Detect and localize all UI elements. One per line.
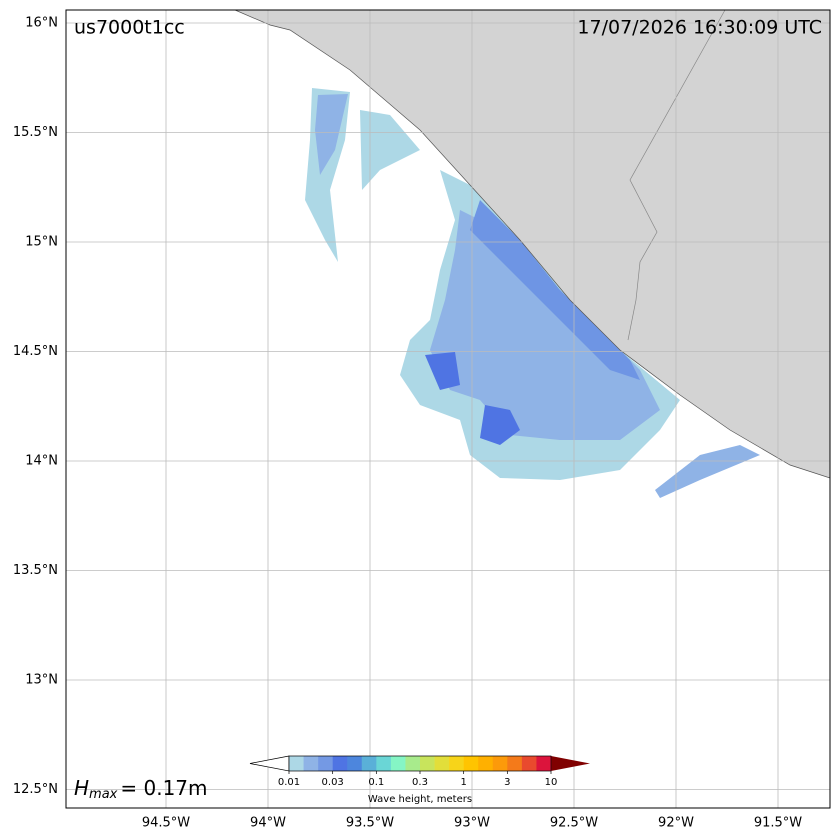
lat-tick-label: 14°N xyxy=(25,454,58,469)
colorbar-tick-label: 0.3 xyxy=(412,777,428,788)
lat-tick-label: 13.5°N xyxy=(13,563,58,578)
lon-tick-label: 92°W xyxy=(658,816,694,831)
lon-tick-label: 94°W xyxy=(250,816,286,831)
colorbar-tick-label: 0.03 xyxy=(322,777,344,788)
colorbar-segment xyxy=(478,756,494,771)
lon-tick-label: 92.5°W xyxy=(550,816,598,831)
wave-patch xyxy=(425,352,460,390)
colorbar-segment xyxy=(449,756,464,771)
colorbar-tick-label: 0.01 xyxy=(278,777,300,788)
land xyxy=(234,9,831,479)
lon-tick-label: 93.5°W xyxy=(346,816,394,831)
colorbar-segment xyxy=(434,756,450,771)
lat-tick-label: 14.5°N xyxy=(13,344,58,359)
lat-tick-label: 15.5°N xyxy=(13,125,58,140)
wave-patch xyxy=(470,200,640,380)
colorbar-segment xyxy=(361,756,377,771)
colorbar-segment xyxy=(521,756,537,771)
hmax-subscript: max xyxy=(89,787,118,802)
colorbar-tick-label: 0.1 xyxy=(368,777,384,788)
colorbar-segment xyxy=(405,756,421,771)
hmax-text: = 0.17m xyxy=(120,776,207,800)
lat-tick-label: 13°N xyxy=(25,673,58,688)
event-id: us7000t1cc xyxy=(74,17,185,39)
colorbar-segment xyxy=(376,756,392,771)
colorbar-over xyxy=(551,756,590,771)
colorbar-label: Wave height, meters xyxy=(368,794,472,805)
wave-patch xyxy=(430,210,660,440)
colorbar-segment xyxy=(463,756,479,771)
colorbar-segment xyxy=(507,756,523,771)
lat-tick-label: 15°N xyxy=(25,235,58,250)
colorbar-segment xyxy=(332,756,348,771)
lon-tick-label: 93°W xyxy=(454,816,490,831)
wave-patch xyxy=(655,445,760,498)
wave-patch xyxy=(315,94,348,175)
map-frame xyxy=(65,9,831,809)
hmax-symbol: H xyxy=(74,776,89,800)
colorbar-segment xyxy=(390,756,406,771)
colorbar-segment xyxy=(289,756,304,771)
grid xyxy=(66,10,830,808)
colorbar: 0.01 0.03 0.1 0.3 1 3 10 Wave height, meters xyxy=(249,755,590,805)
wave-field xyxy=(305,88,760,498)
colorbar-segment xyxy=(492,756,508,771)
colorbar-tick-label: 1 xyxy=(460,777,466,788)
colorbar-segment xyxy=(318,756,333,771)
lat-tick-label: 16°N xyxy=(25,16,58,31)
colorbar-segment xyxy=(420,756,435,771)
colorbar-tick-label: 10 xyxy=(545,777,558,788)
hmax-label: Hmax = 0.17m xyxy=(74,776,208,802)
lon-tick-label: 94.5°W xyxy=(142,816,190,831)
colorbar-segment xyxy=(347,756,363,771)
border xyxy=(627,9,726,341)
wave-patch xyxy=(360,110,420,190)
colorbar-segment xyxy=(303,756,319,771)
lon-tick-label: 91.5°W xyxy=(754,816,802,831)
lat-tick-label: 12.5°N xyxy=(13,782,58,797)
wave-patch xyxy=(480,405,520,445)
colorbar-tick-label: 3 xyxy=(504,777,510,788)
timestamp: 17/07/2026 16:30:09 UTC xyxy=(577,17,822,39)
colorbar-segment xyxy=(536,756,552,771)
